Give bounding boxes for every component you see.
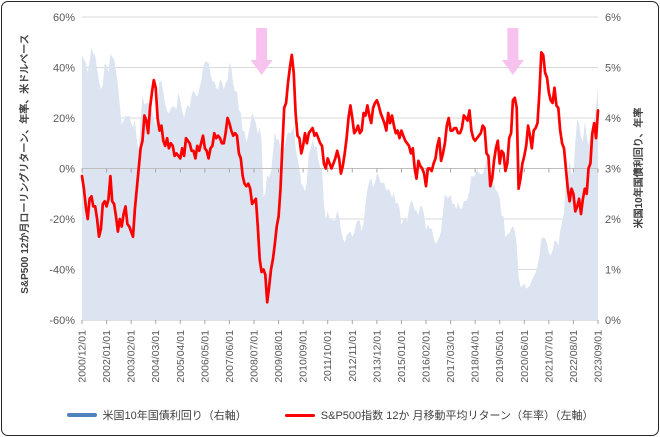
- x-axis-tick-label: 2013/12/01: [371, 330, 383, 383]
- treasury-line-swatch-icon: [66, 413, 97, 417]
- x-axis-tick-label: 2006/05/01: [199, 330, 211, 383]
- x-axis-tick-label: 2009/08/01: [273, 330, 285, 383]
- left-axis-tick-label: -60%: [49, 315, 75, 327]
- sp500-line-swatch-icon: [284, 413, 315, 417]
- down-arrow-annotation: [501, 28, 524, 75]
- left-axis-title: S&P500 12か月ローリングリターン、年率、米ドルベース: [20, 34, 31, 294]
- x-axis-tick-label: 2003/02/01: [126, 330, 138, 383]
- right-axis-tick-label: 1%: [605, 265, 621, 277]
- left-axis-tick-label: 60%: [53, 12, 75, 24]
- left-axis-tick-label: 0%: [59, 164, 75, 176]
- right-axis-tick-labels: 6% 5% 4% 3% 2% 1% 0%: [605, 12, 621, 327]
- x-axis-tick-labels: 2000/12/01 2002/01/01 2003/02/01 2004/03/01…: [77, 330, 605, 383]
- x-axis-tick-label: 2011/10/01: [322, 330, 334, 382]
- x-axis-tick-label: 2016/02/01: [421, 330, 433, 383]
- sp500-return-line: [80, 51, 600, 304]
- legend-label-sp500: S&P500指数 12か 月移動平均リターン（年率）（左軸）: [320, 410, 594, 422]
- x-axis-tick-label: 2023/09/01: [593, 330, 605, 383]
- left-axis-tick-label: -20%: [49, 214, 75, 226]
- left-axis-tick-labels: 60% 40% 20% 0% -20% -40% -60%: [49, 12, 75, 327]
- x-axis-tick-label: 2005/04/01: [175, 330, 187, 383]
- right-axis-tick-label: 4%: [605, 113, 621, 125]
- right-axis-tick-label: 3%: [605, 164, 621, 176]
- x-axis-tick-label: 2019/05/01: [494, 330, 506, 383]
- x-axis-tick-label: 2017/03/01: [445, 330, 457, 383]
- left-axis-tick-label: 20%: [53, 113, 75, 125]
- left-axis-tick-label: -40%: [49, 265, 75, 277]
- x-axis-tick-label: 2018/04/01: [470, 330, 482, 383]
- x-axis-tick-label: 2012/11/01: [347, 330, 359, 382]
- down-arrow-annotation: [250, 28, 273, 75]
- x-axis-tick-label: 2004/03/01: [150, 330, 162, 383]
- treasury-yield-area: [82, 47, 598, 321]
- x-axis-tick-label: 2008/07/01: [249, 330, 261, 383]
- x-axis-tick-label: 2020/06/01: [519, 330, 531, 383]
- x-axis-tick-label: 2021/07/01: [543, 330, 555, 383]
- right-axis-tick-label: 0%: [605, 315, 621, 327]
- legend-label-treasury: 米国10年国債利回り（右軸）: [102, 410, 247, 422]
- x-axis-tick-label: 2002/01/01: [101, 330, 113, 383]
- right-axis-tick-label: 2%: [605, 214, 621, 226]
- x-axis-tick-label: 2007/06/01: [224, 330, 236, 383]
- legend-item-sp500: S&P500指数 12か 月移動平均リターン（年率）（左軸）: [284, 407, 594, 423]
- right-axis-title: 米国10年国債利回り、年率: [634, 107, 645, 229]
- x-axis-tick-label: 2010/09/01: [298, 330, 310, 383]
- x-axis-tick-label: 2000/12/01: [77, 330, 89, 383]
- x-axis-tick-label: 2022/08/01: [568, 330, 580, 383]
- left-axis-tick-label: 40%: [53, 63, 75, 75]
- x-axis-tick-label: 2015/01/01: [396, 330, 408, 383]
- chart-legend: 米国10年国債利回り（右軸） S&P500指数 12か 月移動平均リターン（年率…: [2, 407, 658, 423]
- legend-item-treasury: 米国10年国債利回り（右軸）: [66, 407, 247, 423]
- right-axis-tick-label: 6%: [605, 12, 621, 24]
- right-axis-tick-label: 5%: [605, 63, 621, 75]
